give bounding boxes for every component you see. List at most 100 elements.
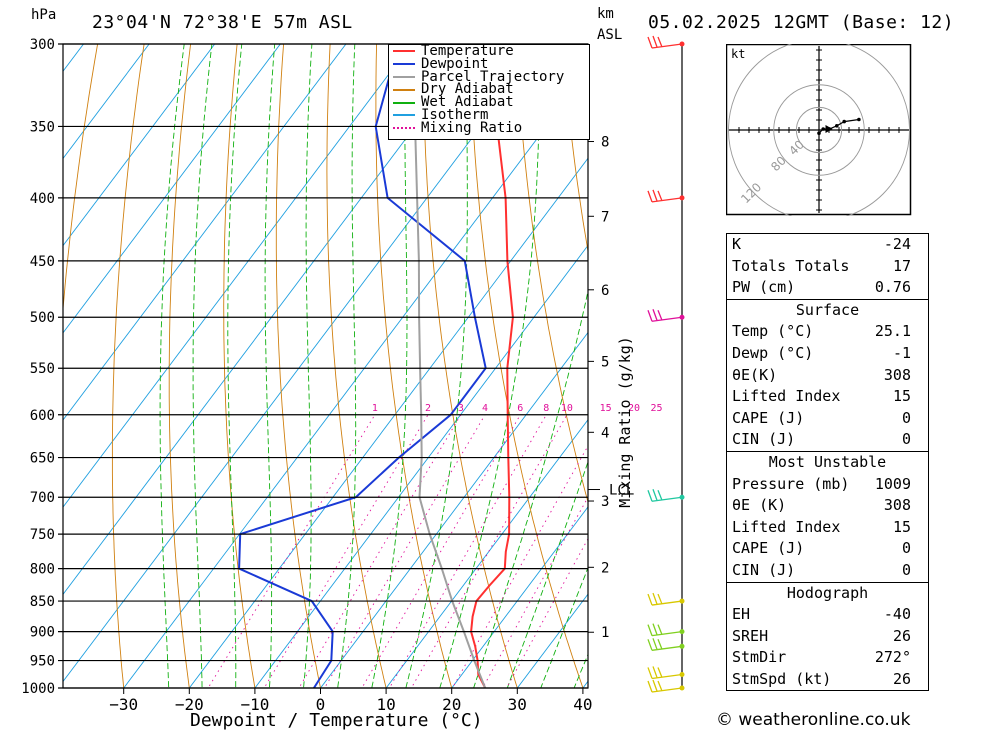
lcl-label: LCL: [609, 483, 634, 499]
dry-adiabat-line: [275, 44, 321, 688]
isotherm-line: [254, 244, 588, 688]
panel-row: Lifted Index 15: [727, 386, 928, 408]
x-tick-label: 30: [508, 695, 527, 714]
panel-row: Pressure (mb) 1009: [727, 474, 928, 496]
panel-row-value: 0: [901, 560, 911, 579]
hodograph-ring: [773, 84, 865, 176]
hodograph-point: [842, 119, 846, 124]
most-unstable-section: Most Unstable Pressure (mb) 1009 θE (K) 308…: [727, 450, 928, 582]
dry-adiabat-line: [63, 44, 99, 315]
panel-row-label: PW (cm): [732, 278, 796, 297]
mixing-ratio-label: 4: [482, 403, 488, 414]
panel-row-label: Totals Totals: [732, 256, 850, 275]
x-tick-label: −20: [175, 695, 204, 714]
most-unstable-title: Most Unstable: [768, 452, 887, 471]
copyright[interactable]: © weatheronline.co.uk: [716, 710, 911, 730]
indices-section: K -24 Totals Totals 17 PW (cm) 0.76: [727, 234, 928, 299]
pressure-tick-label: 900: [30, 625, 55, 641]
panel-row-label: K: [732, 235, 742, 253]
wind-barb: [647, 189, 683, 203]
pressure-unit: hPa: [31, 7, 57, 23]
x-tick-label: 0: [316, 695, 326, 714]
mixing-ratio-line: [361, 414, 521, 688]
hodograph-point: [857, 117, 861, 122]
hodograph-point: [835, 124, 839, 128]
pressure-tick-label: 750: [30, 527, 55, 543]
x-tick-label: 20: [442, 695, 461, 714]
isotherm-line: [63, 44, 347, 421]
panel-row-label: EH: [732, 605, 751, 624]
panel-row-label: SREH: [732, 626, 769, 645]
isotherm-line: [63, 44, 281, 334]
pressure-tick-label: 650: [30, 451, 55, 467]
panel-row: PW (cm) 0.76: [727, 277, 928, 299]
panel-row: StmDir 272°: [727, 647, 928, 669]
wind-barb: [647, 35, 683, 49]
panel-row-value: 26: [892, 626, 911, 645]
legend-label: Temperature: [421, 43, 514, 59]
wet-adiabat-line: [303, 44, 313, 688]
km-tick-label: 8: [601, 135, 609, 151]
panel-row: CAPE (J) 0: [727, 408, 928, 430]
wet-adiabat-line: [159, 44, 185, 688]
wet-adiabat-line: [439, 44, 541, 688]
dry-adiabat-line: [168, 44, 192, 688]
km-tick-label: 4: [601, 425, 609, 441]
panel-row: SREH 26: [727, 626, 928, 648]
wet-adiabat-line: [192, 44, 213, 688]
legend-label: Dry Adiabat: [421, 81, 514, 98]
km-tick-label: 2: [601, 560, 609, 576]
x-tick-label: −10: [240, 695, 269, 714]
pressure-tick-label: 350: [30, 119, 55, 135]
mixing-ratio-label: 2: [425, 403, 431, 414]
wind-barb: [647, 638, 683, 651]
panel-row-label: StmDir: [732, 648, 787, 667]
isotherm-line: [63, 44, 216, 247]
panel-row-label: Temp (°C): [732, 322, 814, 341]
mixing-ratio-line: [263, 414, 429, 688]
hodograph-params-title: Hodograph: [786, 583, 869, 602]
panel-row-value: 0.76: [874, 278, 911, 297]
mixing-ratio-label: 3: [458, 403, 464, 414]
wind-barb: [647, 623, 683, 637]
panel-row-label: θE (K): [732, 496, 787, 515]
legend-swatch: [393, 88, 415, 91]
panel-row: Totals Totals 17: [727, 256, 928, 278]
legend-swatch: [393, 101, 415, 104]
location-title: 23°04'N 72°38'E 57m ASL: [92, 12, 353, 33]
panel-row: Lifted Index 15: [727, 517, 928, 539]
panel-row: CIN (J) 0: [727, 560, 928, 582]
panel-row-label: CIN (J): [732, 430, 796, 449]
mixing-ratio-line: [388, 414, 547, 688]
panel-row: Temp (°C) 25.1: [727, 321, 928, 343]
panel-row-value: 26: [892, 669, 911, 688]
legend-item: Wet Adiabat: [391, 95, 589, 109]
datetime-title: 05.02.2025 12GMT (Base: 12): [648, 12, 955, 33]
mixing-ratio-label: 8: [543, 403, 549, 414]
panel-row-value: 15: [892, 517, 911, 536]
pressure-tick-label: 700: [30, 490, 55, 506]
asl-unit: ASL: [597, 27, 623, 43]
km-tick-label: 7: [601, 209, 609, 225]
panel-row: CIN (J) 0: [727, 429, 928, 451]
pressure-tick-label: 400: [30, 191, 55, 207]
surface-section: Surface Temp (°C) 25.1 Dewp (°C) -1 θE(K) 308…: [727, 298, 928, 451]
wet-adiabat-line: [227, 44, 243, 688]
panel-row-value: 308: [883, 496, 911, 515]
wet-adiabat-line: [371, 44, 408, 688]
hodograph-ring: [795, 106, 843, 154]
panel-row-label: Dewp (°C): [732, 343, 814, 362]
pressure-tick-label: 1000: [21, 681, 55, 697]
legend-label: Mixing Ratio: [421, 119, 523, 136]
isotherm-line: [63, 44, 85, 73]
panel-row: θE (K) 308: [727, 495, 928, 517]
pressure-tick-label: 450: [30, 254, 55, 270]
pressure-tick-label: 500: [30, 310, 55, 326]
panel-row-label: CAPE (J): [732, 539, 805, 558]
legend-swatch: [393, 50, 415, 53]
hodograph-ring: [728, 44, 910, 216]
wet-adiabat-line: [405, 44, 468, 688]
wet-adiabat-line: [473, 289, 588, 688]
mixing-ratio-label: 6: [517, 403, 523, 414]
